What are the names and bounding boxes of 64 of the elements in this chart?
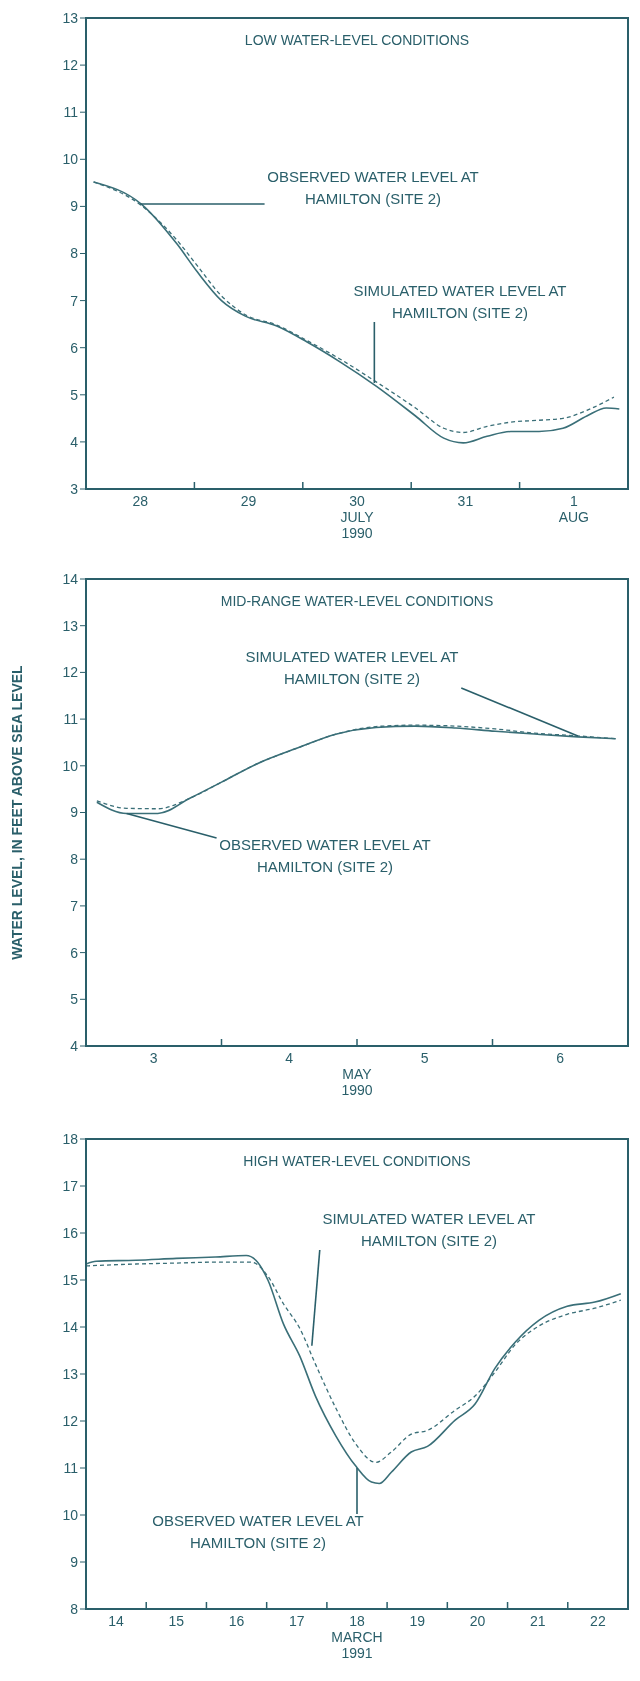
y-tick-label: 11 [63,104,79,121]
y-tick-label: 11 [63,1459,79,1476]
x-tick-label: 17 [288,1613,305,1629]
y-axis-title: WATER LEVEL, IN FEET ABOVE SEA LEVEL [9,664,25,960]
y-tick-label: 13 [62,617,79,634]
x-tick-label: 14 [108,1613,125,1629]
x-tick-label: 18 [349,1613,365,1629]
y-tick-label: 17 [62,1177,79,1194]
y-tick-label: 8 [70,851,79,868]
y-tick-label: 14 [62,570,79,587]
x-axis-title: JULY 1990 [340,509,375,541]
y-tick-label: 10 [62,1506,79,1523]
text: HIGH WATER-LEVEL CONDITIONS [243,1153,471,1169]
annotation: OBSERVED WATER LEVEL AT HAMILTON (SITE 2) [219,836,431,875]
x-tick-label: 1 AUG [558,493,589,525]
y-tick-label: 16 [62,1224,79,1241]
annotation: SIMULATED WATER LEVEL AT HAMILTON (SITE 2) [322,1210,536,1249]
x-tick-label: 28 [132,493,149,509]
y-tick-label: 12 [62,1412,79,1429]
y-tick-label: 12 [62,57,79,74]
annotation: OBSERVED WATER LEVEL AT HAMILTON (SITE 2) [267,168,479,207]
y-tick-label: 14 [62,1318,79,1335]
y-tick-label: 18 [62,1130,79,1147]
y-tick-label: 7 [70,292,79,309]
x-tick-label: 30 [349,493,365,509]
y-tick-label: 10 [62,151,79,168]
y-tick-label: 4 [70,1037,79,1054]
y-tick-label: 6 [70,944,79,961]
y-tick-label: 11 [63,711,79,728]
text: MID-RANGE WATER-LEVEL CONDITIONS [220,593,494,609]
y-tick-label: 12 [62,664,79,681]
y-tick-label: 3 [70,480,79,497]
y-tick-label: 13 [62,9,79,26]
y-tick-label: 9 [70,1553,79,1570]
annotation: SIMULATED WATER LEVEL AT HAMILTON (SITE 2) [245,648,459,687]
x-tick-label: 21 [529,1613,546,1629]
x-tick-label: 5 [420,1050,429,1066]
y-tick-label: 5 [70,386,79,403]
y-tick-label: 9 [70,804,79,821]
x-tick-label: 20 [469,1613,486,1629]
y-tick-label: 8 [70,245,79,262]
y-tick-label: 10 [62,757,79,774]
x-tick-label: 29 [240,493,257,509]
annotation: OBSERVED WATER LEVEL AT HAMILTON (SITE 2) [152,1512,364,1551]
x-tick-label: 31 [457,493,474,509]
y-tick-label: 4 [70,433,79,450]
y-tick-label: 8 [70,1600,79,1617]
x-axis-title: MAY 1990 [341,1066,373,1098]
y-tick-label: 9 [70,198,79,215]
x-tick-label: 3 [149,1050,158,1066]
x-tick-label: 16 [228,1613,245,1629]
y-tick-label: 15 [62,1271,79,1288]
x-tick-label: 22 [590,1613,606,1629]
annotation: SIMULATED WATER LEVEL AT HAMILTON (SITE 2) [353,282,567,321]
y-tick-label: 7 [70,897,79,914]
y-tick-label: 6 [70,339,79,356]
x-axis-title: MARCH 1991 [331,1629,383,1661]
x-tick-label: 15 [168,1613,185,1629]
x-tick-label: 4 [285,1050,294,1066]
text: LOW WATER-LEVEL CONDITIONS [244,32,470,48]
y-tick-label: 13 [62,1365,79,1382]
x-tick-label: 19 [409,1613,426,1629]
x-tick-label: 6 [556,1050,565,1066]
y-tick-label: 5 [70,991,79,1008]
